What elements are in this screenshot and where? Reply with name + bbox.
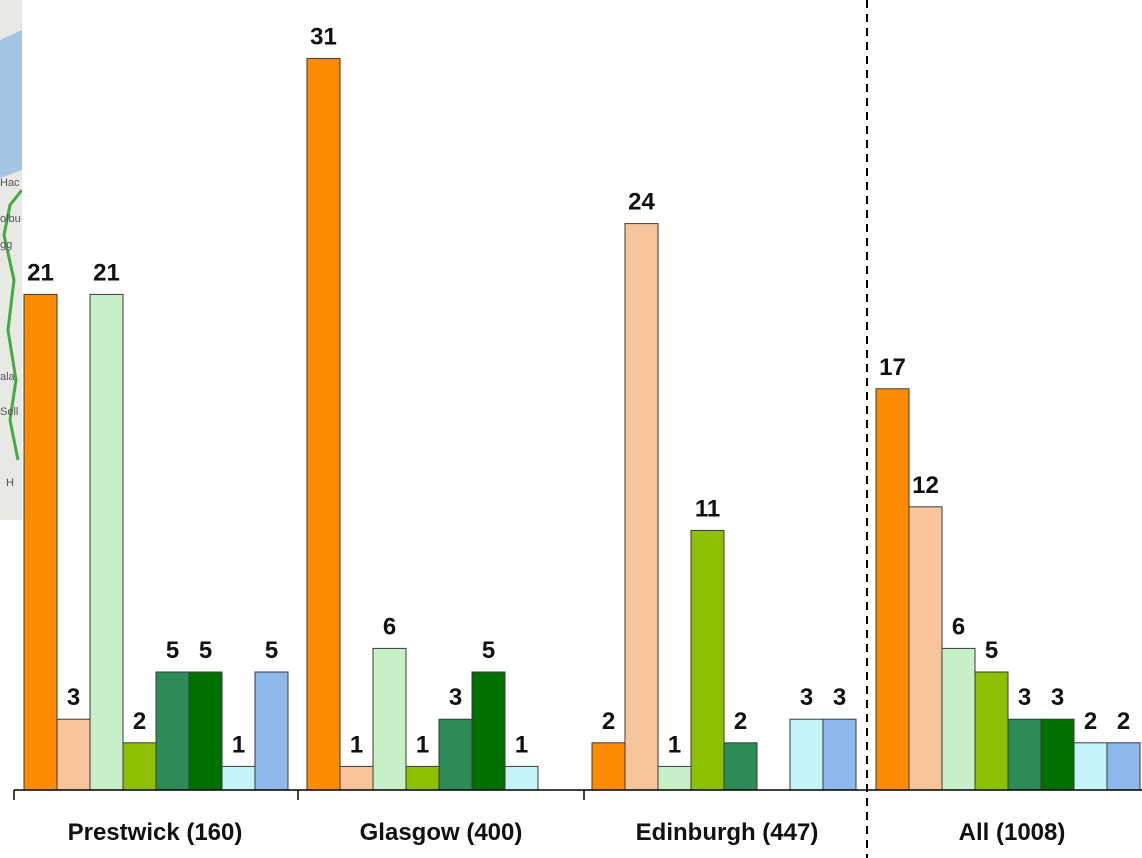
- bar: [1007, 718, 1042, 791]
- bar: [657, 765, 692, 791]
- data-label: 5: [265, 637, 278, 664]
- map-label: H: [6, 477, 14, 489]
- data-label: 3: [833, 684, 846, 711]
- category-labels-layer: Prestwick (160) Glasgow (400) Edinburgh (4…: [68, 819, 1066, 846]
- bar: [405, 765, 440, 791]
- x-axis-ticks: [13, 790, 585, 800]
- map-label: Hac: [0, 177, 20, 189]
- bar: [875, 388, 910, 791]
- data-label: 11: [695, 495, 720, 522]
- data-label: 2: [734, 708, 747, 735]
- map-water: [0, 30, 22, 178]
- bar: [221, 765, 256, 791]
- bar: [122, 742, 157, 791]
- bar: [591, 742, 626, 791]
- bar: [471, 671, 506, 791]
- category-label: Glasgow (400): [360, 819, 523, 846]
- bar: [690, 529, 725, 791]
- data-label: 3: [1018, 684, 1031, 711]
- bar: [155, 671, 190, 791]
- bar: [822, 718, 857, 791]
- bar: [723, 742, 758, 791]
- bar: [438, 718, 473, 791]
- data-label: 5: [482, 637, 495, 664]
- category-label: Edinburgh (447): [636, 819, 819, 846]
- map-label: gg: [0, 239, 12, 251]
- bar: [974, 671, 1009, 791]
- bar: [89, 293, 124, 791]
- bar: [188, 671, 223, 791]
- bar: [908, 506, 943, 791]
- map-fragment: Hac olbu gg ala Sell H: [0, 0, 22, 520]
- bar: [56, 718, 91, 791]
- map-label: ala: [0, 371, 16, 383]
- bar: [23, 293, 58, 791]
- category-label: Prestwick (160): [68, 819, 243, 846]
- bar: [1106, 742, 1141, 791]
- bar: [254, 671, 289, 791]
- bar: [1073, 742, 1108, 791]
- data-label: 3: [67, 684, 80, 711]
- data-label: 5: [199, 637, 212, 664]
- bar: [339, 765, 374, 791]
- bar: [1040, 718, 1075, 791]
- data-label: 21: [93, 259, 120, 286]
- bar: [306, 57, 341, 791]
- bar: [372, 647, 407, 791]
- data-label: 2: [1084, 708, 1097, 735]
- data-label: 3: [800, 684, 813, 711]
- data-label: 31: [310, 23, 337, 50]
- data-label: 6: [952, 613, 965, 640]
- bar: [789, 718, 824, 791]
- data-label: 6: [383, 613, 396, 640]
- data-label: 12: [912, 472, 939, 499]
- data-label: 1: [350, 731, 363, 758]
- bar: [504, 765, 539, 791]
- data-label: 2: [602, 708, 615, 735]
- data-label: 17: [879, 354, 906, 381]
- data-label: 24: [628, 189, 655, 216]
- bar: [941, 647, 976, 791]
- data-label: 5: [985, 637, 998, 664]
- bar: [624, 223, 659, 791]
- data-label: 3: [449, 684, 462, 711]
- data-label: 1: [515, 731, 528, 758]
- map-label: Sell: [0, 406, 18, 418]
- data-label: 5: [166, 637, 179, 664]
- data-label: 1: [416, 731, 429, 758]
- data-label: 21: [27, 259, 54, 286]
- map-road: [2, 189, 22, 461]
- data-label: 3: [1051, 684, 1064, 711]
- data-label: 1: [668, 731, 681, 758]
- data-label: 2: [1117, 708, 1130, 735]
- map-label: olbu: [0, 213, 21, 225]
- category-label: All (1008): [959, 819, 1066, 846]
- bars-layer: [23, 57, 1141, 791]
- data-label: 1: [232, 731, 245, 758]
- data-label: 2: [133, 708, 146, 735]
